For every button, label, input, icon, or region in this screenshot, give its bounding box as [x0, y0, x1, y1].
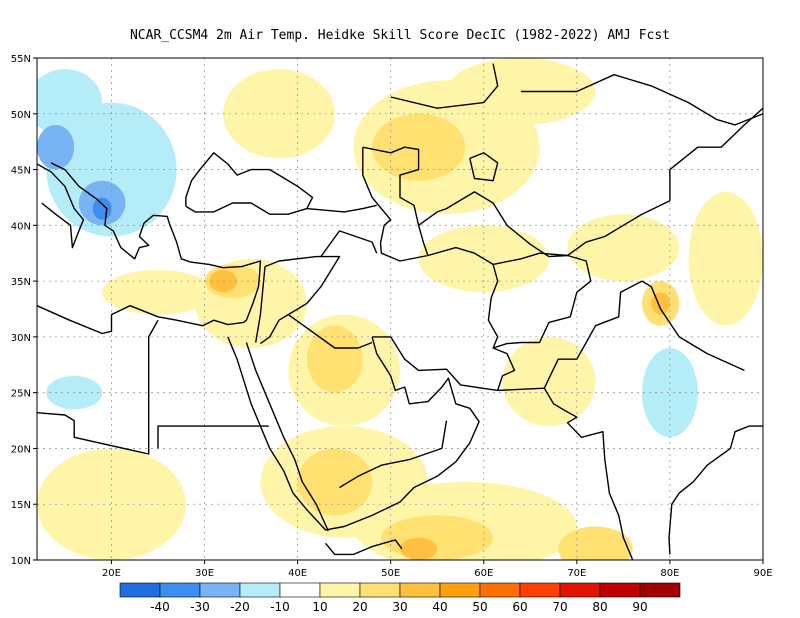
colorbar-swatch [239, 582, 281, 598]
skill-region [92, 197, 112, 220]
colorbar-label: 70 [552, 600, 567, 614]
colorbar-swatch [519, 582, 561, 598]
coastline-segment [37, 412, 150, 455]
colorbar-swatch [599, 582, 641, 598]
lat-tick-label: 30N [11, 333, 31, 344]
lat-tick-label: 10N [11, 556, 31, 567]
skill-region [651, 292, 670, 315]
coastline-segment [37, 163, 85, 249]
colorbar-label: 80 [592, 600, 607, 614]
lon-tick-label: 70E [567, 568, 586, 579]
lon-tick-label: 30E [195, 568, 214, 579]
skill-region [381, 515, 494, 560]
coastline-segment [259, 255, 341, 345]
skill-region [372, 113, 466, 181]
map-frame [36, 57, 764, 561]
latitude-axis: 10N 15N 20N 25N 30N 35N 40N 45N 50N 55N [11, 54, 37, 567]
coastline-segment [306, 204, 377, 213]
skill-region [567, 214, 680, 282]
skill-region [642, 348, 698, 438]
skill-region [46, 102, 177, 237]
coastline-segment [37, 222, 262, 335]
coastline-segment [469, 152, 499, 182]
coastline-segment [148, 319, 159, 449]
gridlines [37, 58, 763, 560]
colorbar-label: -30 [190, 600, 210, 614]
coastline-segment [543, 280, 745, 389]
lon-tick-label: 80E [660, 568, 679, 579]
colorbar-swatch [159, 582, 201, 598]
lat-tick-label: 40N [11, 221, 31, 232]
coastlines-and-borders [37, 63, 763, 560]
coastline-segment [668, 425, 763, 555]
colorbar-label: -40 [150, 600, 170, 614]
lon-tick-label: 90E [753, 568, 772, 579]
colorbar-swatch [199, 582, 241, 598]
colorbar: -40 -30 -20 -10 10 20 30 40 50 60 70 80 90 [119, 582, 681, 614]
lat-tick-label: 25N [11, 389, 31, 400]
colorbar-label: 90 [632, 600, 647, 614]
coastline-segment [521, 74, 763, 126]
colorbar-swatch [439, 582, 481, 598]
skill-region [297, 448, 373, 516]
colorbar-swatch [359, 582, 401, 598]
colorbar-label: 40 [432, 600, 447, 614]
coastline-segment [390, 63, 499, 109]
coastline-segment [320, 230, 378, 258]
colorbar-swatch [479, 582, 521, 598]
colorbar-swatch [559, 582, 601, 598]
map-title: NCAR_CCSM4 2m Air Temp. Heidke Skill Sco… [129, 28, 671, 43]
coastline-segment [324, 539, 403, 556]
lat-tick-label: 45N [11, 166, 31, 177]
lon-tick-label: 50E [381, 568, 400, 579]
skill-region [306, 325, 363, 393]
colorbar-swatch [639, 582, 681, 598]
coastline-segment [50, 162, 170, 260]
colorbar-swatch [279, 582, 321, 598]
skill-region [400, 537, 438, 560]
skill-region [688, 191, 763, 326]
lat-tick-label: 15N [11, 500, 31, 511]
coastline-segment [669, 107, 763, 201]
coastline-segment [427, 246, 516, 391]
colorbar-label: 30 [392, 600, 407, 614]
lat-tick-label: 35N [11, 277, 31, 288]
colorbar-label: 60 [512, 600, 527, 614]
coastline-segment [372, 336, 634, 560]
colorbar-label: -10 [270, 600, 290, 614]
lat-tick-label: 20N [11, 444, 31, 455]
lon-tick-label: 60E [474, 568, 493, 579]
coastline-segment [339, 420, 448, 489]
lat-tick-label: 55N [11, 54, 31, 65]
colorbar-swatch [399, 582, 441, 598]
coastline-segment [255, 266, 266, 343]
colorbar-swatch [119, 582, 161, 598]
colorbar-label: -20 [230, 600, 250, 614]
coastline-segment [492, 252, 592, 349]
skill-region [102, 269, 214, 315]
skill-fill-layer [37, 58, 763, 560]
lon-tick-label: 40E [288, 568, 307, 579]
lat-tick-label: 50N [11, 110, 31, 121]
colorbar-label: 50 [472, 600, 487, 614]
coastline-segment [227, 336, 480, 531]
coastline-segment [245, 342, 329, 532]
lon-tick-label: 20E [102, 568, 121, 579]
skill-region [37, 69, 103, 137]
skill-region [37, 448, 186, 560]
skill-region [37, 124, 75, 170]
coastline-segment [418, 191, 671, 258]
skill-region [558, 526, 633, 560]
coastline-segment [157, 425, 269, 449]
colorbar-swatch [319, 582, 361, 598]
colorbar-label: 10 [312, 600, 327, 614]
coastline-segment [287, 314, 373, 349]
colorbar-label: 20 [352, 600, 367, 614]
coastline-segment [185, 152, 314, 215]
longitude-axis: 20E 30E 40E 50E 60E 70E 80E 90E [102, 560, 773, 579]
